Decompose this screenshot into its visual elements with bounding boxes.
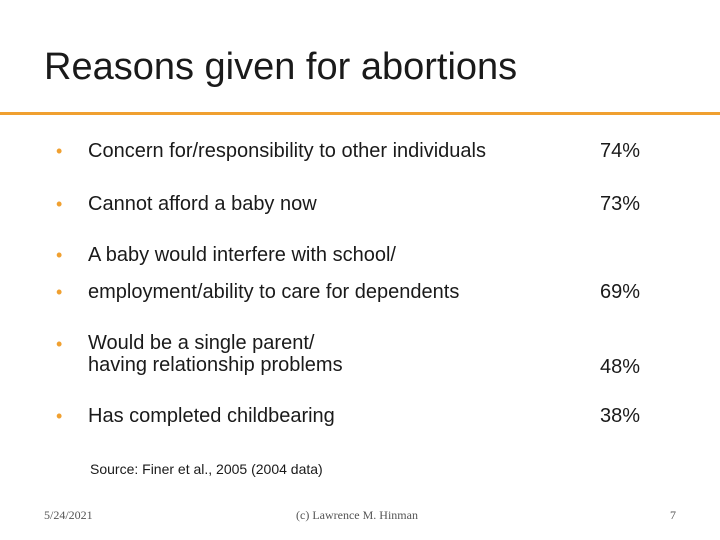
bullet-text: Concern for/responsibility to other indi… [88, 140, 486, 162]
bullet-dot-icon: • [56, 141, 63, 161]
bullet-item: • Has completed childbearing [56, 404, 335, 428]
bullet-percent: 69% [600, 281, 641, 303]
bullet-item: • A baby would interfere with school/ [56, 243, 396, 267]
bullet-item: • Cannot afford a baby now [56, 192, 317, 216]
bullet-text: Would be a single parent/having relation… [88, 332, 343, 376]
bullet-item: • Concern for/responsibility to other ind… [56, 139, 486, 163]
bullet-percent: 74% [600, 140, 641, 162]
page-number: 7 [670, 508, 676, 522]
bullet-dot-icon: • [56, 334, 63, 354]
bullet-text-line: Would be a single parent/ [88, 332, 315, 354]
slide-title: Reasons given for abortions [44, 46, 518, 88]
bullet-text: Cannot afford a baby now [88, 193, 317, 215]
bullet-percent: 73% [600, 193, 641, 215]
bullet-dot-icon: • [56, 245, 63, 265]
bullet-dot-icon: • [56, 406, 63, 426]
source-citation: Source: Finer et al., 2005 (2004 data) [90, 461, 323, 477]
bullet-percent: 38% [600, 405, 641, 427]
bullet-text: employment/ability to care for dependent… [88, 281, 460, 303]
footer-date: 5/24/2021 [44, 508, 93, 522]
bullet-text-line: having relationship problems [88, 354, 343, 376]
bullet-item: • Would be a single parent/having relatio… [56, 332, 343, 376]
bullet-dot-icon: • [56, 194, 63, 214]
bullet-text: Has completed childbearing [88, 405, 335, 427]
bullet-dot-icon: • [56, 282, 63, 302]
footer-author: (c) Lawrence M. Hinman [296, 508, 418, 522]
title-divider [0, 112, 720, 115]
bullet-percent: 48% [600, 356, 641, 378]
bullet-text: A baby would interfere with school/ [88, 244, 396, 266]
bullet-item: • employment/ability to care for dependen… [56, 280, 459, 304]
